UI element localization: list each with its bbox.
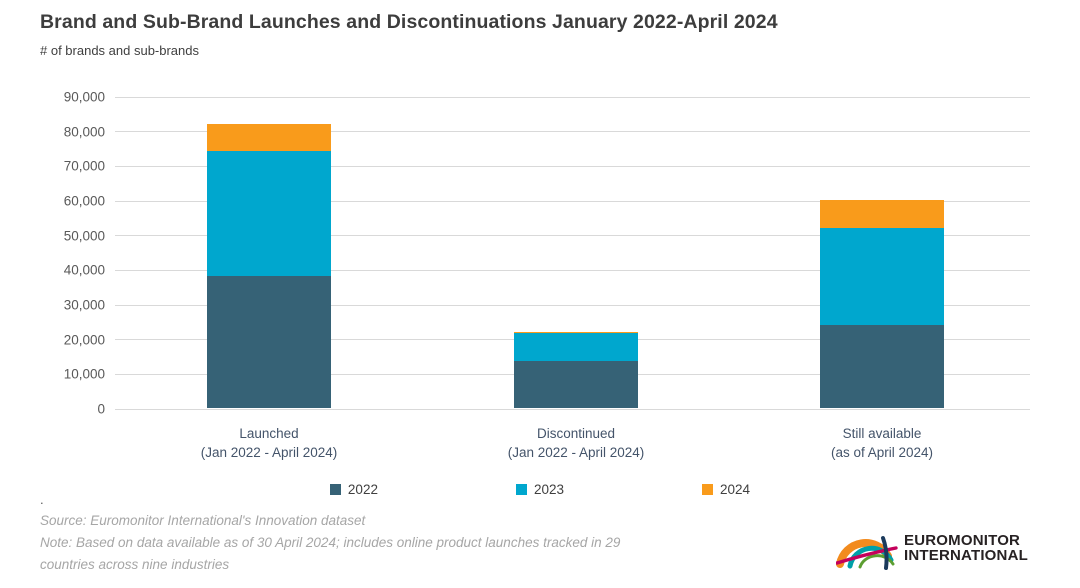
euromonitor-logo: EUROMONITOR INTERNATIONAL <box>836 526 1028 570</box>
y-tick-label: 70,000 <box>63 158 105 174</box>
gridline <box>115 200 1030 202</box>
legend-swatch-icon <box>515 484 527 495</box>
bar-segment-2024 <box>514 331 638 334</box>
y-tick-label: 90,000 <box>63 89 105 105</box>
legend-item-2022: 2022 <box>329 482 378 497</box>
y-tick-label: 10,000 <box>63 366 105 382</box>
bar-segment-2023 <box>820 227 944 325</box>
logo-line-2: INTERNATIONAL <box>904 547 1028 564</box>
y-tick-label: 40,000 <box>63 262 105 278</box>
category-label: Still available (as of April 2024) <box>830 426 934 460</box>
euromonitor-logo-arcs-icon <box>836 536 898 570</box>
bar-stack-still-available <box>820 200 944 408</box>
gridline <box>115 165 1030 167</box>
bar-segment-2024 <box>820 200 944 228</box>
legend-item-2023: 2023 <box>515 482 565 497</box>
bar-segment-2022 <box>514 361 638 408</box>
plot-area <box>115 96 1030 410</box>
gridline <box>115 304 1030 306</box>
y-tick-label: 30,000 <box>63 297 105 313</box>
note-line-1: Note: Based on data available as of 30 A… <box>40 535 621 550</box>
bar-stack-launched <box>207 123 331 408</box>
legend-swatch-icon <box>702 484 714 495</box>
x-axis-category-labels: Launched (Jan 2022 - April 2024) Discontin… <box>115 424 1030 468</box>
source-line: Source: Euromonitor International's Inno… <box>40 513 366 528</box>
logo-line-1: EUROMONITOR <box>904 531 1021 549</box>
footer-notes: Source: Euromonitor International's Inno… <box>40 510 820 576</box>
y-tick-label: 60,000 <box>63 193 105 209</box>
y-tick-label: 0 <box>97 401 105 417</box>
bar-stack-discontinued <box>514 331 638 408</box>
gridline <box>115 131 1030 133</box>
y-axis: 0 10,000 20,000 30,000 40,000 50,000 60,000 70,… <box>0 90 105 417</box>
category-label: Launched (Jan 2022 - April 2024) <box>200 426 338 460</box>
y-tick-label: 80,000 <box>63 124 105 140</box>
gridline <box>115 269 1030 271</box>
bar-segment-2023 <box>207 151 331 277</box>
chart-title: Brand and Sub-Brand Launches and Discont… <box>40 11 778 33</box>
gridline <box>115 235 1030 237</box>
euromonitor-logo-text: EUROMONITOR INTERNATIONAL <box>904 531 1028 564</box>
gridline <box>115 96 1030 98</box>
legend-label: 2023 <box>533 482 565 497</box>
legend-label: 2024 <box>720 482 751 497</box>
legend-label: 2022 <box>347 482 378 497</box>
stray-period: . <box>40 492 44 507</box>
chart-subtitle: # of brands and sub-brands <box>40 43 199 58</box>
y-tick-label: 50,000 <box>63 228 105 244</box>
bar-segment-2023 <box>514 333 638 362</box>
legend: 2022 2023 2024 <box>0 482 1080 497</box>
bar-segment-2022 <box>207 276 331 408</box>
x-axis-line <box>115 408 1030 410</box>
legend-swatch-icon <box>329 484 341 495</box>
bar-segment-2022 <box>820 324 944 408</box>
y-tick-label: 20,000 <box>63 332 105 348</box>
note-line-2: countries across nine industries <box>40 557 230 572</box>
bar-segment-2024 <box>207 123 331 152</box>
category-label: Discontinued (Jan 2022 - April 2024) <box>507 426 645 460</box>
legend-item-2024: 2024 <box>702 482 750 497</box>
